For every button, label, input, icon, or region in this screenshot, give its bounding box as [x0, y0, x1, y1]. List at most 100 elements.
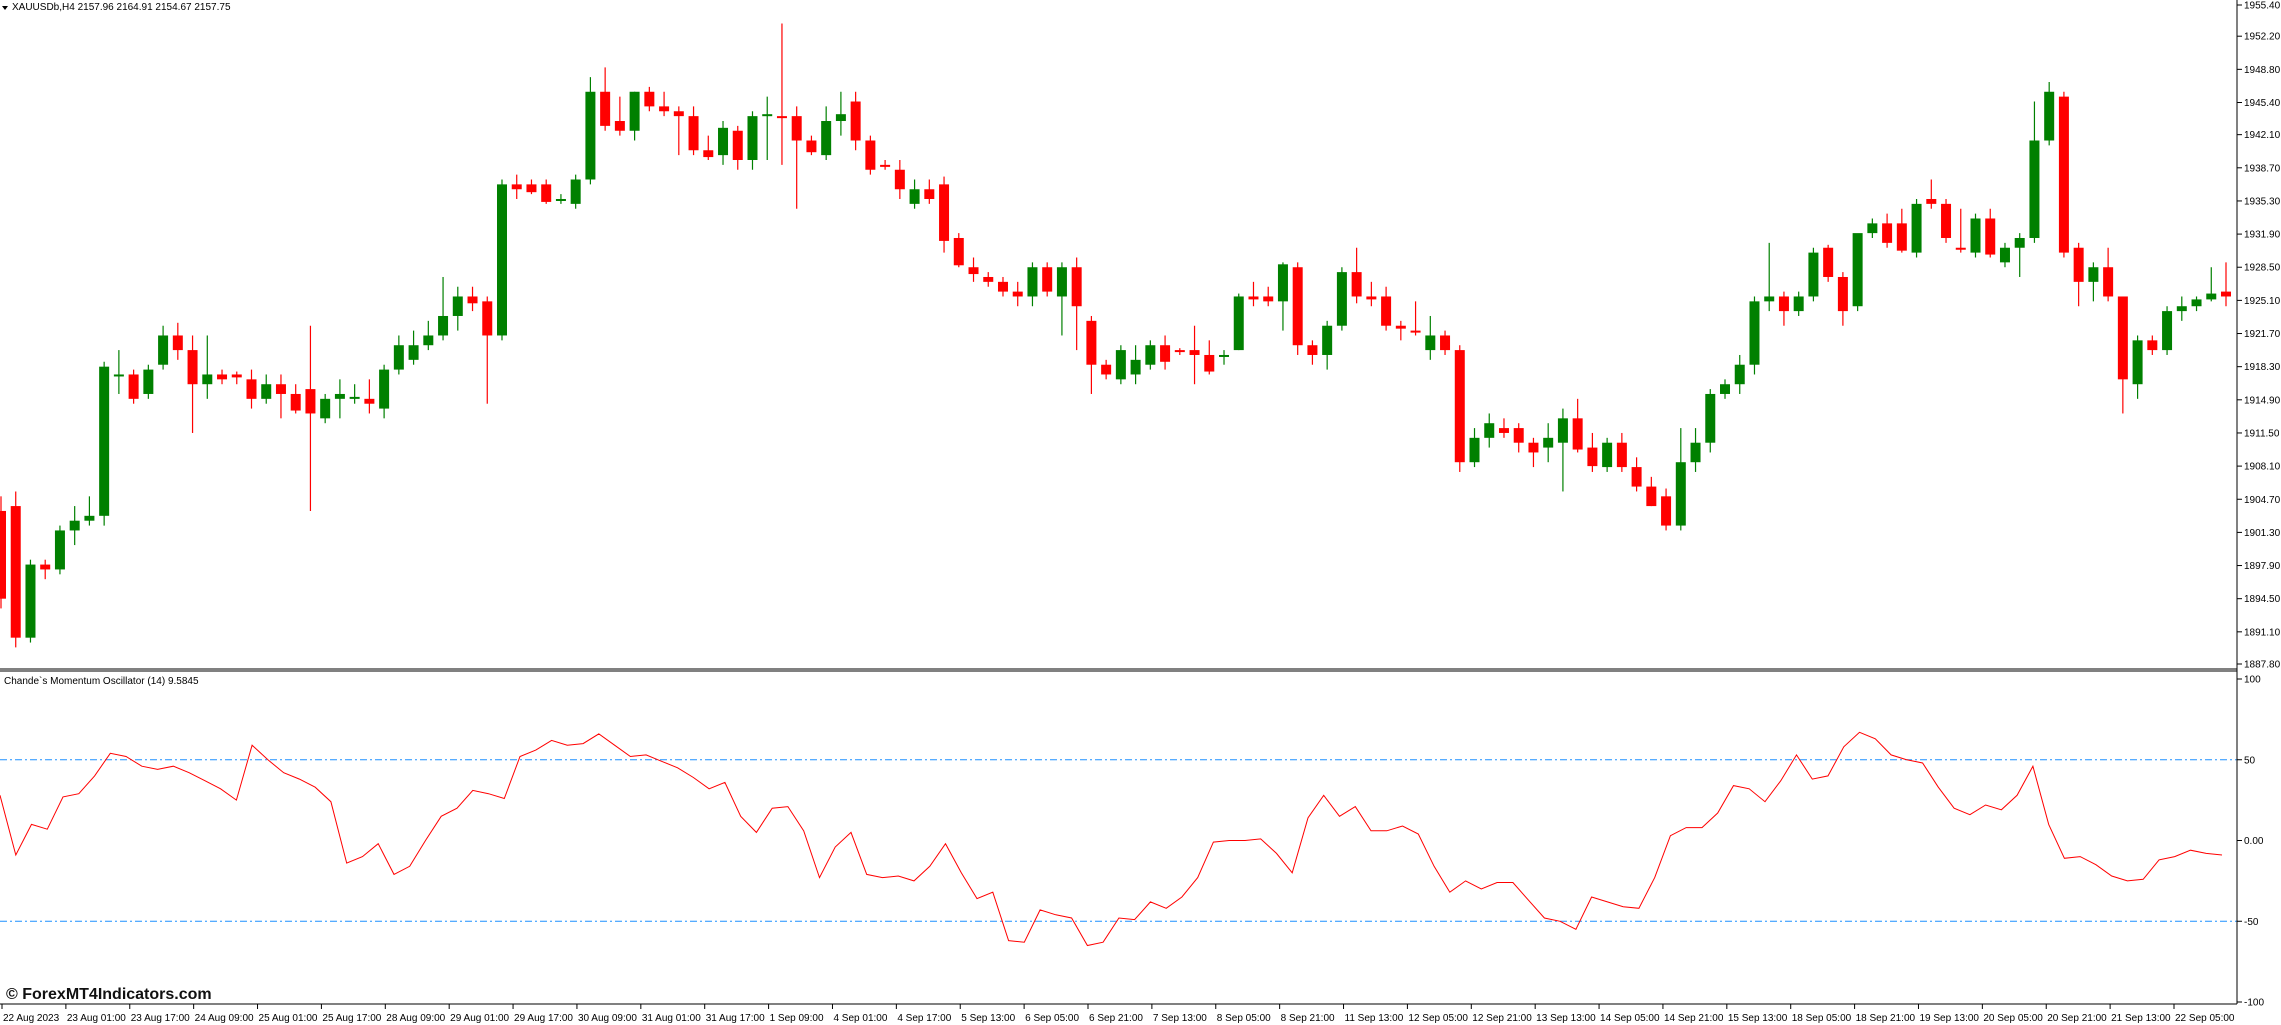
candle[interactable] — [1145, 340, 1156, 370]
candle[interactable] — [2132, 335, 2143, 399]
candle[interactable] — [1661, 488, 1672, 531]
candle[interactable] — [1557, 408, 1568, 492]
candle[interactable] — [1646, 476, 1657, 507]
candle[interactable] — [1852, 233, 1863, 312]
candle[interactable] — [2147, 335, 2158, 355]
candle[interactable] — [1513, 423, 1524, 453]
candle[interactable] — [1749, 296, 1760, 375]
candle[interactable] — [1395, 320, 1406, 341]
candle[interactable] — [1277, 262, 1288, 331]
candle[interactable] — [865, 135, 876, 175]
candle[interactable] — [821, 106, 832, 161]
candle[interactable] — [1469, 428, 1480, 468]
candle[interactable] — [909, 179, 920, 209]
candle[interactable] — [1970, 213, 1981, 258]
candle[interactable] — [113, 350, 124, 394]
candle[interactable] — [1705, 389, 1716, 453]
candle[interactable] — [1307, 340, 1318, 365]
candle[interactable] — [1543, 423, 1554, 463]
candle[interactable] — [1248, 281, 1259, 307]
candle[interactable] — [1808, 247, 1819, 302]
candle[interactable] — [673, 106, 684, 156]
candle[interactable] — [1572, 398, 1583, 453]
candle[interactable] — [379, 364, 390, 419]
candle[interactable] — [1484, 413, 1495, 448]
price-pane[interactable] — [0, 23, 2231, 648]
candle[interactable] — [629, 91, 640, 141]
candle[interactable] — [1219, 350, 1230, 365]
candle[interactable] — [614, 96, 625, 136]
candle[interactable] — [2117, 296, 2128, 414]
candle[interactable] — [1425, 315, 1436, 360]
candle[interactable] — [1867, 218, 1878, 238]
candle[interactable] — [1837, 272, 1848, 326]
candle[interactable] — [2058, 91, 2069, 258]
candle[interactable] — [423, 320, 434, 351]
candle[interactable] — [452, 286, 463, 331]
candle[interactable] — [526, 179, 537, 195]
candle[interactable] — [644, 86, 655, 112]
candle[interactable] — [305, 325, 316, 511]
candle[interactable] — [1911, 198, 1922, 258]
candle[interactable] — [2162, 306, 2173, 355]
candle[interactable] — [438, 276, 449, 341]
candle[interactable] — [1381, 286, 1392, 331]
candle[interactable] — [1955, 208, 1966, 253]
candle[interactable] — [835, 91, 846, 136]
candle[interactable] — [2088, 262, 2099, 302]
candle[interactable] — [1999, 242, 2010, 268]
candle[interactable] — [600, 67, 611, 131]
candle[interactable] — [1985, 208, 1996, 258]
candle[interactable] — [1440, 330, 1451, 355]
candle[interactable] — [924, 179, 935, 204]
candle[interactable] — [703, 135, 714, 161]
candle[interactable] — [0, 496, 6, 609]
candle[interactable] — [217, 369, 228, 385]
candle[interactable] — [2044, 82, 2055, 146]
candle[interactable] — [290, 384, 301, 414]
candle[interactable] — [659, 91, 670, 117]
candle[interactable] — [1602, 437, 1613, 472]
candle[interactable] — [585, 77, 596, 185]
candle[interactable] — [143, 364, 154, 399]
candle[interactable] — [1351, 247, 1362, 304]
candle[interactable] — [732, 125, 743, 170]
candle[interactable] — [541, 179, 552, 204]
candle[interactable] — [1454, 345, 1465, 472]
candle[interactable] — [158, 325, 169, 370]
candle[interactable] — [1115, 345, 1126, 385]
candle[interactable] — [688, 106, 699, 156]
candle[interactable] — [1042, 262, 1053, 297]
candle[interactable] — [261, 374, 272, 404]
candle[interactable] — [1233, 293, 1244, 351]
candle[interactable] — [791, 106, 802, 209]
candle[interactable] — [968, 257, 979, 282]
candle[interactable] — [1926, 179, 1937, 209]
candle[interactable] — [2014, 233, 2025, 277]
candle[interactable] — [40, 559, 51, 580]
candle[interactable] — [1778, 291, 1789, 326]
candle[interactable] — [246, 369, 257, 409]
candle[interactable] — [69, 506, 80, 546]
candle[interactable] — [1056, 262, 1067, 336]
candle[interactable] — [1160, 335, 1171, 370]
candle[interactable] — [1027, 262, 1038, 307]
pane-separator[interactable] — [0, 668, 2237, 672]
candle[interactable] — [275, 374, 286, 419]
candle[interactable] — [1204, 340, 1215, 375]
candle[interactable] — [718, 121, 729, 165]
candle[interactable] — [1675, 428, 1686, 531]
candle[interactable] — [1882, 213, 1893, 248]
candle[interactable] — [983, 272, 994, 287]
candle[interactable] — [128, 369, 139, 404]
candle[interactable] — [2073, 242, 2084, 307]
candle[interactable] — [393, 335, 404, 375]
candle[interactable] — [467, 286, 478, 312]
candle[interactable] — [1410, 301, 1421, 336]
candle[interactable] — [25, 559, 36, 643]
candle[interactable] — [1101, 359, 1112, 380]
candle[interactable] — [1071, 257, 1082, 351]
candle[interactable] — [2176, 296, 2187, 321]
